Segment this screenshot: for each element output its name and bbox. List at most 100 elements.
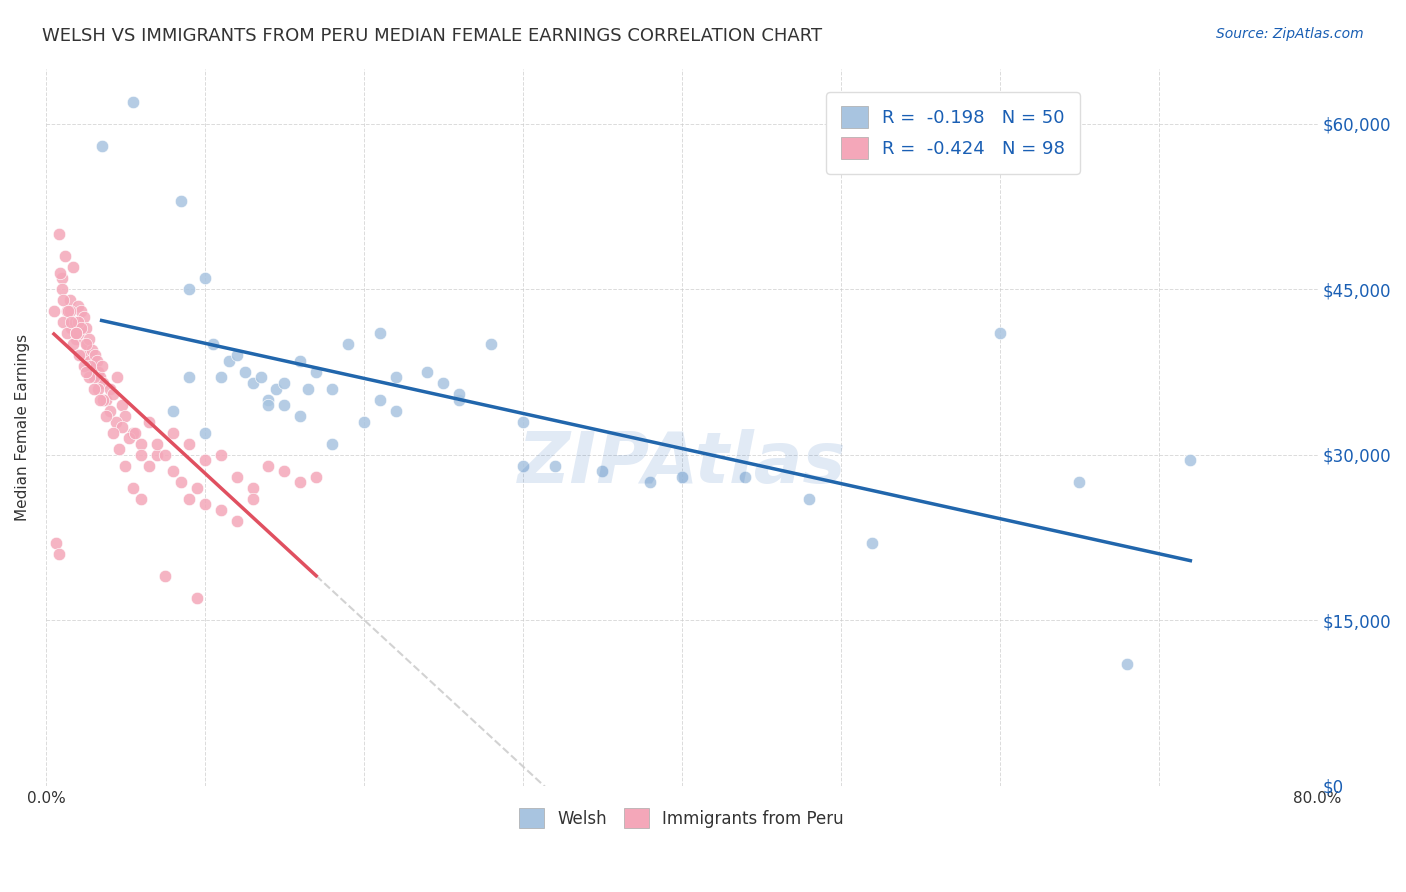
Point xyxy=(91,392,114,407)
Point xyxy=(131,436,153,450)
Point xyxy=(89,392,111,407)
Point xyxy=(305,470,328,484)
Point xyxy=(671,470,693,484)
Point xyxy=(48,547,70,561)
Point xyxy=(591,464,613,478)
Point xyxy=(104,415,127,429)
Point xyxy=(67,348,90,362)
Point xyxy=(66,299,89,313)
Point xyxy=(449,387,471,401)
Point xyxy=(51,282,73,296)
Point xyxy=(146,448,169,462)
Point xyxy=(512,415,534,429)
Point xyxy=(153,448,176,462)
Point xyxy=(177,370,200,384)
Point xyxy=(242,376,264,390)
Point xyxy=(242,481,264,495)
Point xyxy=(75,365,97,379)
Point xyxy=(80,343,103,357)
Point xyxy=(83,370,105,384)
Point xyxy=(1067,475,1090,490)
Point xyxy=(77,370,100,384)
Point xyxy=(432,376,454,390)
Point xyxy=(368,392,391,407)
Point xyxy=(290,475,312,490)
Point xyxy=(111,420,134,434)
Point xyxy=(290,409,312,424)
Point xyxy=(257,398,280,412)
Text: Source: ZipAtlas.com: Source: ZipAtlas.com xyxy=(1216,27,1364,41)
Point xyxy=(89,370,111,384)
Point xyxy=(170,194,193,208)
Point xyxy=(79,354,101,368)
Point xyxy=(117,431,139,445)
Point xyxy=(87,382,110,396)
Point xyxy=(101,387,124,401)
Point xyxy=(114,458,136,473)
Point xyxy=(59,293,82,308)
Text: WELSH VS IMMIGRANTS FROM PERU MEDIAN FEMALE EARNINGS CORRELATION CHART: WELSH VS IMMIGRANTS FROM PERU MEDIAN FEM… xyxy=(42,27,823,45)
Point xyxy=(52,315,75,329)
Point xyxy=(62,337,84,351)
Point xyxy=(138,415,160,429)
Y-axis label: Median Female Earnings: Median Female Earnings xyxy=(15,334,30,521)
Point xyxy=(194,271,217,285)
Point xyxy=(225,470,247,484)
Point xyxy=(321,382,343,396)
Point xyxy=(96,409,118,424)
Point xyxy=(122,425,145,440)
Point xyxy=(60,315,83,329)
Point xyxy=(734,470,756,484)
Point xyxy=(91,376,114,390)
Point xyxy=(42,304,65,318)
Point xyxy=(79,359,101,374)
Point xyxy=(153,569,176,583)
Point xyxy=(177,282,200,296)
Point xyxy=(290,354,312,368)
Text: ZIPAtlas: ZIPAtlas xyxy=(517,428,846,498)
Point xyxy=(65,332,87,346)
Point xyxy=(225,348,247,362)
Point xyxy=(233,365,256,379)
Point xyxy=(638,475,661,490)
Point xyxy=(83,382,105,396)
Point xyxy=(67,326,90,341)
Point xyxy=(86,354,108,368)
Point xyxy=(336,337,359,351)
Point xyxy=(384,370,406,384)
Point xyxy=(49,266,72,280)
Point xyxy=(146,436,169,450)
Point xyxy=(273,464,295,478)
Point xyxy=(122,481,145,495)
Point xyxy=(209,370,232,384)
Point xyxy=(65,326,87,341)
Point xyxy=(797,491,820,506)
Point xyxy=(321,436,343,450)
Point xyxy=(186,481,208,495)
Point xyxy=(90,138,112,153)
Point xyxy=(512,458,534,473)
Point xyxy=(60,321,83,335)
Point xyxy=(131,491,153,506)
Point xyxy=(297,382,319,396)
Point xyxy=(479,337,502,351)
Point xyxy=(194,453,217,467)
Point xyxy=(84,348,107,362)
Legend: Welsh, Immigrants from Peru: Welsh, Immigrants from Peru xyxy=(513,801,851,835)
Point xyxy=(59,304,82,318)
Point xyxy=(186,591,208,606)
Point xyxy=(66,315,89,329)
Point xyxy=(273,376,295,390)
Point xyxy=(98,382,121,396)
Point xyxy=(98,403,121,417)
Point xyxy=(124,425,146,440)
Point xyxy=(449,392,471,407)
Point xyxy=(65,326,87,341)
Point xyxy=(225,514,247,528)
Point xyxy=(108,442,131,457)
Point xyxy=(87,365,110,379)
Point xyxy=(73,359,96,374)
Point xyxy=(90,359,112,374)
Point xyxy=(368,326,391,341)
Point xyxy=(52,293,75,308)
